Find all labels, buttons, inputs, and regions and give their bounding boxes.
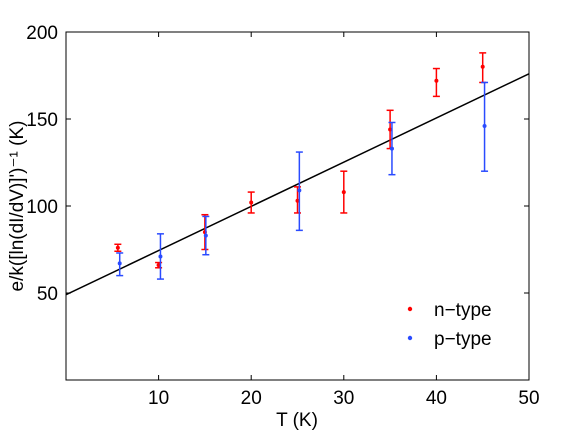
axis-ticks: 10 20 30 40 50 50 100 150 200 bbox=[26, 23, 539, 409]
data-point bbox=[341, 190, 346, 195]
x-tick-label: 30 bbox=[333, 388, 354, 409]
x-tick-label: 50 bbox=[518, 388, 539, 409]
y-tick-label: 100 bbox=[26, 197, 58, 218]
data-point bbox=[249, 200, 254, 205]
x-axis-label: T (K) bbox=[276, 410, 318, 431]
fit-line bbox=[66, 73, 529, 296]
data-point bbox=[434, 78, 439, 83]
x-tick-label: 40 bbox=[426, 388, 447, 409]
legend-marker-n-type bbox=[407, 306, 413, 312]
data-point bbox=[482, 123, 487, 128]
y-axis-label: e/k([ln(dI/dV)]')⁻¹ (K) bbox=[7, 121, 28, 292]
data-point bbox=[295, 198, 300, 203]
y-tick-label: 150 bbox=[26, 110, 58, 131]
y-tick-label: 50 bbox=[37, 284, 58, 305]
legend: n−type p−type bbox=[407, 300, 492, 350]
data-point bbox=[389, 146, 394, 151]
data-point bbox=[156, 263, 161, 268]
legend-label-p-type: p−type bbox=[434, 329, 492, 350]
fit-line-layer bbox=[66, 73, 529, 296]
data-point bbox=[203, 233, 208, 238]
legend-label-n-type: n−type bbox=[434, 300, 492, 321]
data-point bbox=[480, 64, 485, 69]
y-tick-label: 200 bbox=[26, 23, 58, 44]
x-tick-label: 20 bbox=[241, 388, 262, 409]
data-point bbox=[115, 245, 120, 250]
data-marks bbox=[114, 52, 489, 280]
series-p-type bbox=[116, 81, 489, 280]
x-tick-label: 10 bbox=[148, 388, 169, 409]
data-point bbox=[297, 188, 302, 193]
data-point bbox=[158, 254, 163, 259]
data-point bbox=[117, 261, 122, 266]
legend-marker-p-type bbox=[407, 335, 413, 341]
data-point bbox=[388, 127, 393, 132]
